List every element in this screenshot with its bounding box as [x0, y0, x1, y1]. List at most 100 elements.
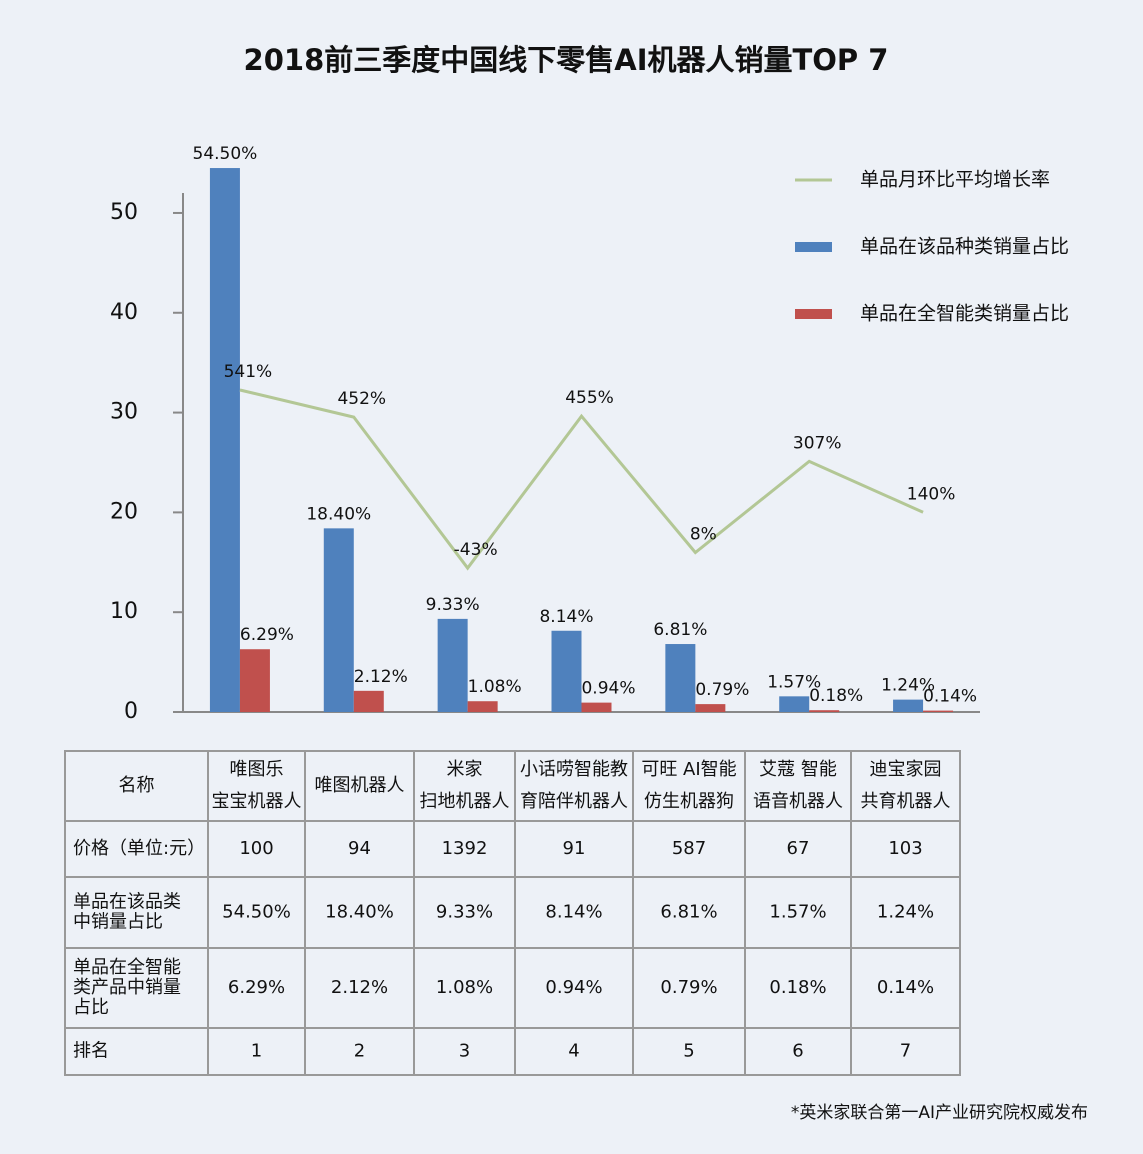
table-cell: 6.81%	[660, 902, 717, 923]
table-cell: 7	[900, 1041, 911, 1062]
table-cell: 共育机器人	[861, 791, 951, 812]
y-tick-label: 10	[110, 599, 138, 624]
table-cell: 宝宝机器人	[212, 791, 302, 812]
bar-value-label: 6.81%	[653, 620, 707, 640]
bar-value-label: 1.08%	[468, 677, 522, 697]
y-tick-label: 0	[124, 699, 138, 724]
bar	[353, 690, 384, 712]
table-cell: 中销量占比	[73, 912, 163, 933]
line-value-label: 455%	[565, 388, 614, 408]
bar	[695, 704, 726, 712]
footnote: *英米家联合第一AI产业研究院权威发布	[791, 1103, 1088, 1123]
line-value-label: 452%	[337, 389, 386, 409]
table-cell: 3	[459, 1041, 470, 1062]
bar	[923, 710, 954, 712]
y-tick-label: 20	[110, 499, 138, 524]
bar-value-label: 6.29%	[240, 625, 294, 645]
bar	[551, 630, 582, 712]
bar-value-label: 18.40%	[306, 504, 371, 524]
table-border	[64, 750, 961, 1076]
table-cell: 6	[792, 1041, 803, 1062]
bar-value-label: 54.50%	[193, 144, 258, 164]
line	[239, 388, 924, 571]
table-cell: 94	[348, 838, 371, 859]
table-cell: 1	[251, 1041, 262, 1062]
table-cell: 6.29%	[228, 977, 285, 998]
table-cell: 扫地机器人	[420, 791, 510, 812]
bar-value-label: 8.14%	[539, 607, 593, 627]
bar	[809, 710, 840, 712]
legend-label: 单品在全智能类销量占比	[860, 303, 1069, 325]
chart-title: 2018前三季度中国线下零售AI机器人销量TOP 7	[244, 43, 889, 77]
bar	[467, 701, 498, 712]
legend-swatch	[795, 242, 832, 252]
table-cell: 91	[563, 838, 586, 859]
line-value-label: 8%	[690, 525, 717, 545]
y-tick-label: 40	[110, 300, 138, 325]
bar	[323, 528, 354, 712]
table-cell: 18.40%	[325, 902, 394, 923]
table-cell: 1392	[442, 838, 488, 859]
table-cell: 103	[888, 838, 922, 859]
bar	[581, 702, 612, 712]
table-cell: 0.79%	[660, 977, 717, 998]
bar	[665, 644, 696, 712]
table-cell: 9.33%	[436, 902, 493, 923]
legend-label: 单品在该品种类销量占比	[860, 236, 1069, 258]
table-cell: 0.18%	[769, 977, 826, 998]
line-value-label: 541%	[224, 362, 273, 382]
bar-value-label: 0.14%	[923, 687, 977, 707]
table-cell: 2	[354, 1041, 365, 1062]
table-cell: 587	[672, 838, 706, 859]
table-cell: 唯图机器人	[315, 775, 405, 796]
table-cell: 艾蔻 智能	[759, 759, 837, 780]
bar	[209, 168, 240, 712]
table-cell: 单品在该品类	[73, 892, 181, 913]
table-cell: 5	[683, 1041, 694, 1062]
bar	[239, 649, 270, 712]
bar-value-label: 1.57%	[767, 672, 821, 692]
bar	[779, 696, 810, 712]
table-cell: 价格（单位:元）	[73, 838, 205, 859]
table-cell: 2.12%	[331, 977, 388, 998]
line-value-label: 140%	[907, 484, 956, 504]
bar-value-label: 0.94%	[581, 679, 635, 699]
table-cell: 语音机器人	[753, 791, 843, 812]
legend-swatch	[795, 309, 832, 319]
y-tick-label: 30	[110, 400, 138, 425]
y-tick-label: 50	[110, 200, 138, 225]
table-cell: 小话唠智能教	[520, 759, 628, 780]
table-cell: 育陪伴机器人	[520, 791, 628, 812]
table-cell: 迪宝家园	[870, 759, 942, 780]
line-value-label: 307%	[793, 433, 842, 453]
bar-value-label: 2.12%	[354, 667, 408, 687]
table-cell: 单品在全智能	[73, 957, 181, 978]
table-cell: 100	[239, 838, 273, 859]
table-cell: 0.14%	[877, 977, 934, 998]
table-cell: 54.50%	[222, 902, 291, 923]
bar-value-label: 0.79%	[695, 680, 749, 700]
table-cell: 排名	[73, 1041, 109, 1062]
table-cell: 米家	[447, 759, 483, 780]
table-cell: 名称	[119, 775, 155, 796]
table-cell: 1.57%	[769, 902, 826, 923]
line-value-label: -43%	[454, 540, 498, 560]
table-cell: 67	[787, 838, 810, 859]
bar-value-label: 0.18%	[809, 686, 863, 706]
table-cell: 4	[568, 1041, 579, 1062]
table-cell: 1.08%	[436, 977, 493, 998]
table-cell: 0.94%	[545, 977, 602, 998]
bar-value-label: 1.24%	[881, 676, 935, 696]
bar	[893, 699, 924, 712]
legend-label: 单品月环比平均增长率	[860, 169, 1050, 191]
table-cell: 占比	[73, 997, 109, 1018]
table-cell: 8.14%	[545, 902, 602, 923]
table-cell: 类产品中销量	[73, 977, 181, 998]
bar	[437, 618, 468, 712]
table-cell: 可旺 AI智能	[641, 759, 736, 780]
table-cell: 仿生机器狗	[644, 791, 734, 812]
table-cell: 1.24%	[877, 902, 934, 923]
